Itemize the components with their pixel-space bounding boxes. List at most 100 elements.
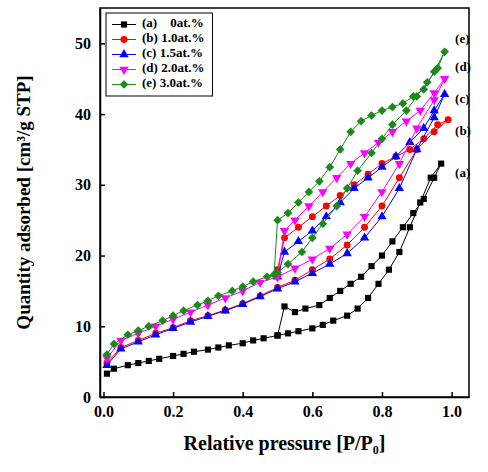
legend: (a) 0at.%(b) 1.0at.%(c) 1.5at.%(d) 2.0at… bbox=[106, 13, 212, 96]
data-point bbox=[348, 281, 354, 287]
x-tick-label: 0.6 bbox=[303, 403, 323, 420]
data-point bbox=[342, 248, 351, 256]
y-tick-label: 30 bbox=[75, 176, 91, 193]
data-point bbox=[440, 47, 449, 56]
x-tick-mark bbox=[103, 392, 105, 397]
data-point bbox=[144, 322, 153, 331]
y-tick-mark bbox=[100, 43, 105, 45]
data-point bbox=[396, 249, 402, 255]
legend-marker bbox=[120, 80, 129, 89]
data-point bbox=[379, 252, 385, 258]
data-point bbox=[284, 260, 293, 269]
y-tick-label: 20 bbox=[75, 247, 91, 264]
data-point bbox=[360, 232, 369, 240]
annotation: (e) bbox=[455, 31, 469, 46]
data-point bbox=[402, 118, 411, 126]
annotation: (d) bbox=[455, 59, 471, 74]
data-point bbox=[304, 203, 313, 211]
data-point bbox=[104, 371, 110, 377]
data-point bbox=[407, 224, 413, 230]
data-point bbox=[342, 232, 351, 240]
data-point bbox=[125, 362, 131, 368]
data-point bbox=[316, 302, 322, 308]
x-tick-label: 1.0 bbox=[442, 403, 462, 420]
data-point bbox=[295, 224, 302, 231]
data-point bbox=[377, 162, 386, 170]
legend-marker bbox=[119, 67, 128, 75]
data-point bbox=[290, 276, 299, 284]
data-point bbox=[294, 198, 303, 207]
data-point bbox=[430, 90, 439, 98]
data-point bbox=[261, 335, 267, 341]
y-tick: 10 bbox=[75, 318, 105, 335]
series-line bbox=[107, 79, 445, 358]
data-point bbox=[320, 322, 326, 328]
data-point bbox=[388, 129, 397, 137]
data-point bbox=[308, 234, 317, 243]
data-point bbox=[274, 332, 280, 338]
data-point bbox=[337, 288, 343, 294]
data-point bbox=[398, 99, 407, 108]
data-point bbox=[238, 282, 247, 291]
data-point bbox=[295, 328, 301, 334]
data-point bbox=[440, 76, 449, 84]
data-point bbox=[400, 224, 406, 230]
data-point bbox=[110, 340, 119, 349]
legend-label: (b) 1.0at.% bbox=[142, 30, 204, 45]
y-tick: 0 bbox=[83, 389, 105, 406]
data-point bbox=[238, 299, 247, 307]
data-point bbox=[263, 272, 272, 281]
data-point bbox=[221, 305, 230, 313]
data-point bbox=[367, 149, 376, 158]
legend-label: (c) 1.5at.% bbox=[142, 45, 203, 60]
x-tick-mark bbox=[312, 392, 314, 397]
data-point bbox=[203, 311, 212, 319]
data-point bbox=[274, 332, 280, 338]
y-tick-label: 0 bbox=[83, 389, 91, 406]
data-point bbox=[292, 309, 298, 315]
data-point bbox=[378, 106, 387, 115]
y-axis-title: Quantity adsorbed [cm³/g STP] bbox=[13, 75, 34, 329]
data-point bbox=[315, 177, 324, 186]
x-axis: 0.00.20.40.60.81.0 bbox=[94, 392, 470, 420]
y-tick-mark bbox=[100, 114, 105, 116]
data-point bbox=[445, 116, 452, 123]
data-point bbox=[344, 313, 350, 319]
data-point bbox=[378, 134, 387, 143]
data-point bbox=[412, 126, 421, 134]
data-point bbox=[378, 203, 385, 210]
data-point bbox=[298, 248, 307, 257]
data-point bbox=[281, 303, 287, 309]
series-line bbox=[107, 94, 445, 365]
y-axis: 01020304050 bbox=[75, 9, 105, 406]
data-point bbox=[421, 196, 427, 202]
data-point bbox=[226, 342, 232, 348]
data-point bbox=[405, 137, 414, 145]
data-point bbox=[395, 161, 404, 169]
data-point bbox=[344, 241, 351, 248]
annotation: (a) bbox=[455, 165, 470, 180]
data-point bbox=[134, 326, 143, 335]
data-point bbox=[285, 330, 291, 336]
data-point bbox=[377, 189, 386, 197]
plot-frame bbox=[100, 8, 469, 397]
data-point bbox=[389, 238, 395, 244]
data-point bbox=[377, 211, 386, 219]
x-axis-title: Relative pressure [P/P₀] bbox=[184, 432, 386, 455]
data-point bbox=[430, 67, 439, 76]
data-point bbox=[431, 175, 437, 181]
y-tick-mark bbox=[100, 397, 105, 399]
data-point bbox=[363, 172, 372, 180]
legend-label: (d) 2.0at.% bbox=[142, 60, 204, 75]
y-tick: 30 bbox=[75, 176, 105, 193]
data-point bbox=[430, 105, 439, 113]
data-point bbox=[294, 236, 303, 244]
x-tick: 0.6 bbox=[303, 392, 323, 420]
annotation: (c) bbox=[455, 91, 469, 106]
data-point bbox=[367, 111, 376, 120]
data-point bbox=[410, 210, 416, 216]
y-tick-mark bbox=[100, 326, 105, 328]
data-point bbox=[305, 188, 314, 197]
data-point bbox=[325, 259, 334, 267]
data-point bbox=[179, 306, 188, 315]
